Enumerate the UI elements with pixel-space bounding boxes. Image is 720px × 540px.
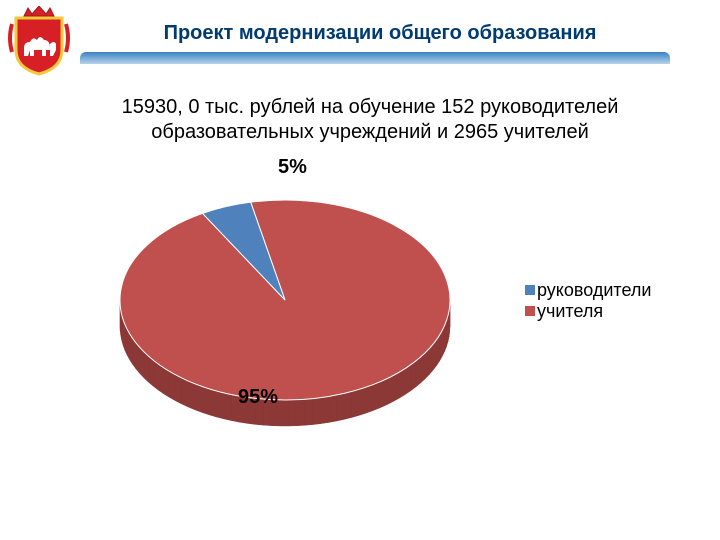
pie-chart [110,180,470,455]
legend-item: учителя [525,301,651,322]
slice-label-5: 5% [278,156,307,179]
header-bar: Проект модернизации общего образования [80,22,680,56]
chart-subtitle: 15930, 0 тыс. рублей на обучение 152 рук… [90,95,650,145]
legend: руководители учителя [525,280,651,321]
region-emblem [6,6,72,81]
legend-swatch-icon [525,306,535,316]
page-title: Проект модернизации общего образования [80,22,680,45]
slice-label-95: 95% [238,386,278,409]
legend-label: руководители [537,280,651,301]
title-underline [80,52,670,64]
legend-swatch-icon [525,285,535,295]
legend-label: учителя [537,301,603,322]
legend-item: руководители [525,280,651,301]
